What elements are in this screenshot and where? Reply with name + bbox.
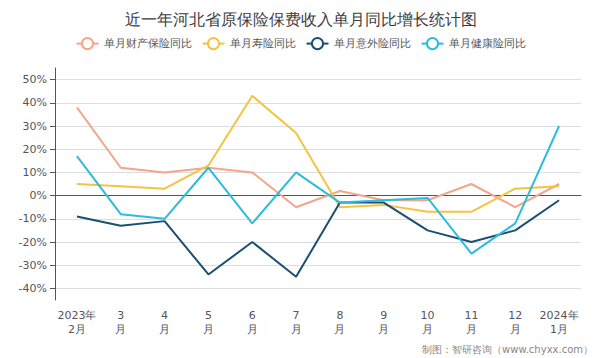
svg-text:8: 8 bbox=[336, 309, 343, 322]
svg-text:单月意外险同比: 单月意外险同比 bbox=[334, 37, 411, 50]
svg-text:月: 月 bbox=[466, 323, 477, 336]
svg-text:2023年: 2023年 bbox=[57, 309, 96, 322]
svg-text:20%: 20% bbox=[23, 143, 47, 156]
svg-text:-40%: -40% bbox=[19, 282, 47, 295]
svg-text:2月: 2月 bbox=[68, 323, 86, 336]
svg-text:-20%: -20% bbox=[19, 236, 47, 249]
svg-text:12: 12 bbox=[508, 309, 522, 322]
svg-text:9: 9 bbox=[380, 309, 387, 322]
svg-text:单月健康险同比: 单月健康险同比 bbox=[449, 37, 526, 50]
svg-text:月: 月 bbox=[115, 323, 126, 336]
svg-text:月: 月 bbox=[203, 323, 214, 336]
svg-text:6: 6 bbox=[249, 309, 256, 322]
svg-text:0%: 0% bbox=[30, 189, 47, 202]
svg-text:月: 月 bbox=[334, 323, 345, 336]
svg-text:2024年: 2024年 bbox=[540, 309, 579, 322]
svg-text:月: 月 bbox=[159, 323, 170, 336]
svg-text:制图：智研咨询（www.chyxx.com）: 制图：智研咨询（www.chyxx.com） bbox=[422, 344, 593, 355]
svg-text:30%: 30% bbox=[23, 120, 47, 133]
svg-text:单月财产保险同比: 单月财产保险同比 bbox=[104, 37, 192, 50]
svg-text:1月: 1月 bbox=[550, 323, 568, 336]
svg-text:月: 月 bbox=[291, 323, 302, 336]
svg-text:10%: 10% bbox=[23, 166, 47, 179]
svg-text:单月寿险同比: 单月寿险同比 bbox=[230, 37, 296, 50]
svg-text:月: 月 bbox=[247, 323, 258, 336]
svg-text:月: 月 bbox=[422, 323, 433, 336]
svg-text:月: 月 bbox=[510, 323, 521, 336]
svg-text:-30%: -30% bbox=[19, 259, 47, 272]
svg-text:3: 3 bbox=[117, 309, 124, 322]
svg-text:11: 11 bbox=[464, 309, 478, 322]
svg-text:7: 7 bbox=[293, 309, 300, 322]
svg-text:10: 10 bbox=[421, 309, 435, 322]
svg-text:月: 月 bbox=[378, 323, 389, 336]
svg-text:50%: 50% bbox=[23, 73, 47, 86]
svg-text:近一年河北省原保险保费收入单月同比增长统计图: 近一年河北省原保险保费收入单月同比增长统计图 bbox=[125, 10, 477, 29]
svg-text:40%: 40% bbox=[23, 96, 47, 109]
svg-text:4: 4 bbox=[161, 309, 168, 322]
svg-text:-10%: -10% bbox=[19, 212, 47, 225]
svg-text:5: 5 bbox=[205, 309, 212, 322]
